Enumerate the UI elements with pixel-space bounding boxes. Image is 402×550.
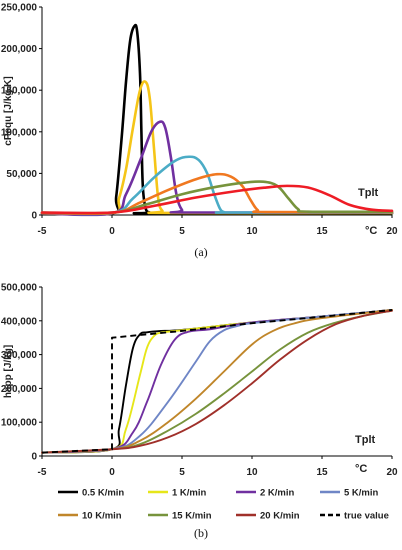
- legend-label: 20 K/min: [260, 511, 300, 522]
- series-line-5: [41, 309, 393, 454]
- series-line-6: [40, 184, 394, 215]
- y-tick-label: 400,000: [1, 316, 38, 327]
- x-tick-label: 0: [109, 467, 115, 478]
- x-tick-label: -5: [38, 467, 47, 478]
- x-tick-label: 20: [386, 467, 398, 478]
- y-tick-label: 500,000: [1, 283, 38, 294]
- x-tick-label: 10: [246, 467, 258, 478]
- tplt-annotation: Tplt: [358, 187, 378, 199]
- panel-caption: (a): [194, 245, 207, 259]
- x-tick-label: -5: [38, 226, 47, 237]
- y-tick-label: 100,000: [1, 418, 38, 429]
- series-line-2: [41, 309, 393, 454]
- y-axis-label: happ [J/kg]: [3, 345, 14, 398]
- y-tick-label: 200,000: [1, 384, 38, 395]
- x-tick-label: 5: [179, 467, 185, 478]
- y-tick-label: 0: [31, 452, 37, 463]
- y-tick-label: 100,000: [1, 127, 38, 138]
- series-line-1: [40, 80, 394, 216]
- series-line-7: [41, 309, 393, 454]
- tplt-annotation: Tplt: [355, 434, 375, 446]
- y-axis-label: cPequ [J/kg.K]: [3, 76, 14, 145]
- series-line-2: [40, 120, 394, 217]
- y-tick-label: 300,000: [1, 350, 38, 361]
- legend-label: 10 K/min: [82, 511, 122, 522]
- legend-label: 0.5 K/min: [82, 488, 124, 499]
- legend-label: true value: [344, 511, 389, 522]
- series-line-0: [40, 23, 394, 216]
- x-tick-label: 5: [179, 226, 185, 237]
- legend-label: 5 K/min: [344, 488, 379, 499]
- panel-caption: (b): [194, 526, 208, 540]
- series-line-1: [41, 309, 393, 454]
- y-tick-label: 200,000: [1, 44, 38, 55]
- series-line-3: [40, 155, 394, 216]
- x-unit-label: °C: [355, 463, 367, 475]
- x-tick-label: 20: [386, 226, 398, 237]
- legend-label: 2 K/min: [260, 488, 295, 499]
- y-tick-label: 50,000: [6, 169, 37, 180]
- series-line-5: [40, 180, 394, 215]
- series-line-4: [40, 172, 394, 216]
- series-line-0: [41, 309, 393, 454]
- x-unit-label: °C: [365, 225, 377, 237]
- x-tick-label: 0: [109, 226, 115, 237]
- legend-label: 1 K/min: [172, 488, 207, 499]
- y-tick-label: 150,000: [1, 86, 38, 97]
- legend: 0.5 K/min 1 K/min 2 K/min 5 K/min 10 K/min 15…: [58, 488, 389, 522]
- x-tick-label: 15: [316, 467, 328, 478]
- series-line-6: [41, 309, 393, 454]
- x-tick-label: 10: [246, 226, 258, 237]
- y-tick-label: 250,000: [1, 3, 38, 14]
- legend-label: 15 K/min: [172, 511, 212, 522]
- y-tick-label: 0: [31, 211, 37, 222]
- series-line-4: [41, 309, 393, 454]
- x-tick-label: 15: [316, 226, 328, 237]
- series-line-3: [41, 309, 393, 454]
